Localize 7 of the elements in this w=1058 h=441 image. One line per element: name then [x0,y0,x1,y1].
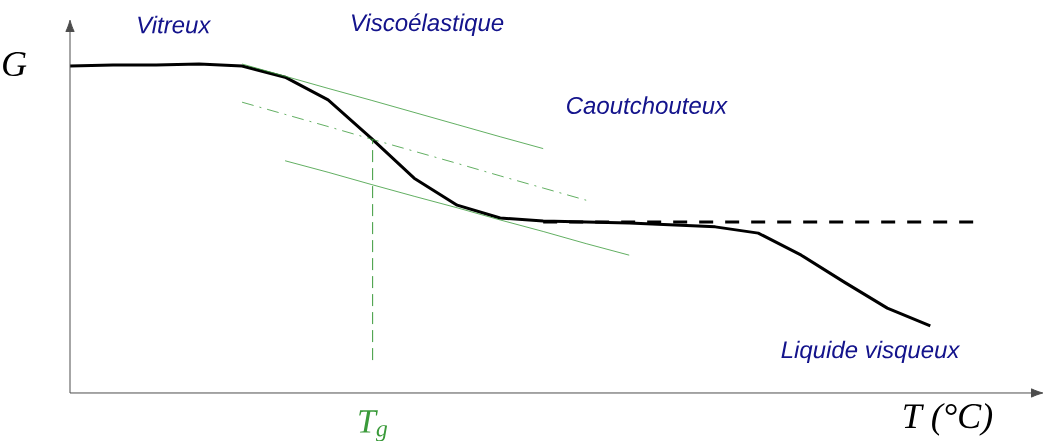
text: Viscoélastique [351,13,504,36]
x-axis-title: T (°C) [904,402,993,436]
annotation: Caoutchouteux [567,96,728,114]
y-axis-title: G [3,51,27,77]
text: T$_{g}$ [359,410,388,441]
text: Vitreux [138,15,212,34]
annotation: Liquide visqueux [781,340,961,364]
